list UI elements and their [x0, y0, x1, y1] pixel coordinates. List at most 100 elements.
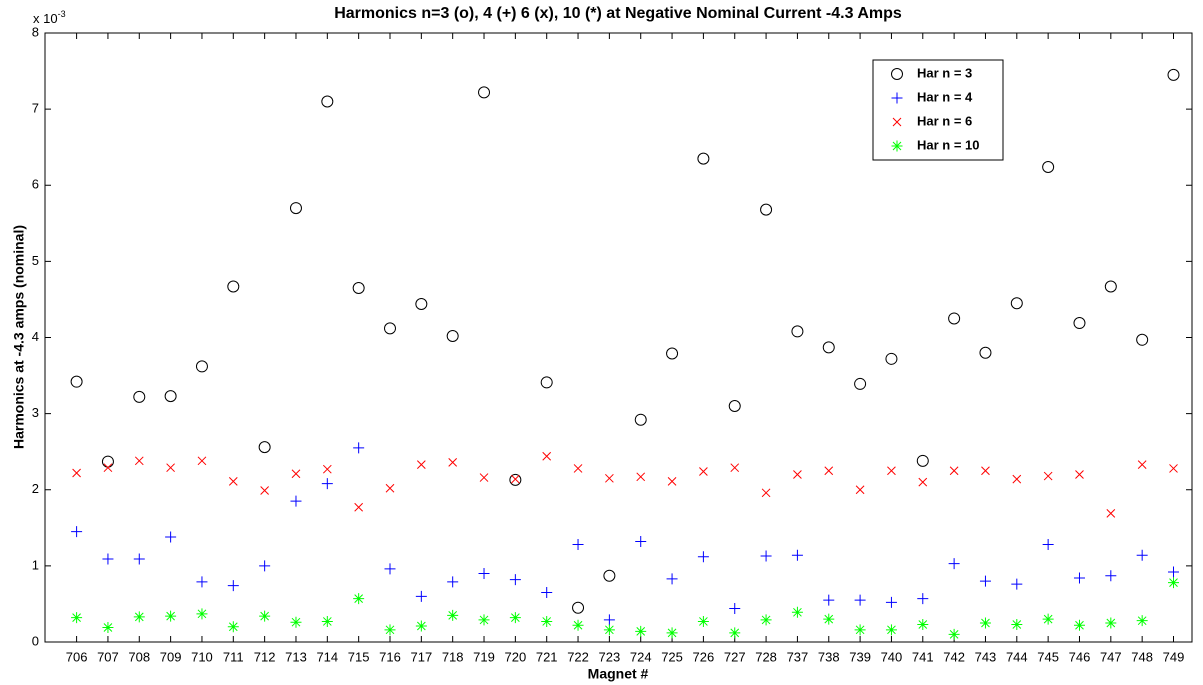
x-tick-label: 749	[1163, 649, 1185, 664]
x-tick-label: 708	[128, 649, 150, 664]
x-tick-label: 720	[505, 649, 527, 664]
x-tick-label: 740	[881, 649, 903, 664]
point	[1136, 333, 1149, 346]
x-tick-label: 712	[254, 649, 276, 664]
point	[791, 606, 803, 618]
legend-marker	[891, 92, 903, 104]
point	[823, 613, 835, 625]
x-tick-label: 747	[1100, 649, 1122, 664]
y-tick-label: 5	[32, 253, 39, 268]
point	[916, 454, 929, 467]
legend-marker	[891, 68, 903, 80]
point	[885, 596, 897, 608]
point	[823, 594, 835, 606]
y-axis-label: Harmonics at -4.3 amps (nominal)	[11, 225, 27, 449]
x-tick-label: 717	[410, 649, 432, 664]
point	[854, 377, 867, 390]
y-tick-label: 0	[32, 633, 39, 648]
point	[979, 346, 992, 359]
point	[634, 413, 647, 426]
point	[291, 469, 301, 479]
point	[1168, 566, 1179, 578]
point	[1042, 160, 1055, 173]
point	[353, 593, 365, 605]
x-tick-label: 745	[1037, 649, 1059, 664]
x-tick-label: 738	[818, 649, 840, 664]
point	[227, 280, 240, 293]
point	[1169, 464, 1178, 473]
legend-label: Har n = 3	[917, 65, 972, 80]
x-tick-label: 726	[693, 649, 715, 664]
x-tick-label: 723	[599, 649, 621, 664]
y-tick-label: 7	[32, 101, 39, 116]
point	[824, 466, 834, 476]
x-tick-label: 711	[223, 649, 244, 664]
point	[385, 483, 395, 493]
point	[72, 468, 81, 478]
y-tick-label: 3	[32, 405, 39, 420]
x-tick-label: 706	[66, 649, 88, 664]
point	[948, 312, 961, 325]
x-tick-label: 748	[1131, 649, 1153, 664]
point	[540, 376, 553, 389]
point	[478, 614, 490, 626]
point	[290, 616, 302, 628]
x-tick-label: 722	[567, 649, 589, 664]
point	[572, 619, 584, 631]
x-tick-label: 727	[724, 649, 746, 664]
point	[258, 441, 271, 454]
point	[511, 474, 520, 484]
point	[165, 531, 177, 543]
point	[918, 477, 928, 487]
point	[1104, 280, 1117, 293]
point	[542, 451, 552, 461]
point	[885, 352, 898, 365]
point	[729, 603, 741, 615]
x-tick-label: 724	[630, 649, 652, 664]
y-tick-label: 8	[32, 24, 39, 39]
point	[855, 485, 865, 495]
point	[1042, 539, 1054, 551]
point	[697, 152, 710, 165]
point	[260, 486, 269, 495]
point	[165, 610, 177, 622]
point	[259, 560, 271, 572]
point	[979, 617, 991, 629]
point	[605, 473, 614, 483]
point	[948, 628, 960, 640]
x-axis-label: Magnet #	[588, 666, 649, 682]
y-multiplier: x 10-3	[33, 9, 66, 26]
point	[447, 576, 459, 588]
point	[1105, 570, 1117, 582]
x-tick-label: 739	[849, 649, 871, 664]
x-tick-label: 744	[1006, 649, 1028, 664]
point	[1136, 615, 1148, 627]
point	[887, 466, 896, 476]
x-tick-label: 710	[191, 649, 213, 664]
point	[981, 466, 990, 476]
point	[133, 390, 146, 403]
point	[1011, 618, 1023, 630]
point	[102, 553, 114, 565]
point	[667, 477, 677, 486]
point	[71, 612, 83, 624]
x-tick-label: 709	[160, 649, 182, 664]
point	[666, 627, 678, 639]
point	[321, 615, 333, 627]
point	[572, 601, 585, 614]
x-tick-label: 715	[348, 649, 370, 664]
x-tick-label: 725	[661, 649, 683, 664]
legend-label: Har n = 4	[917, 89, 973, 104]
point	[384, 322, 396, 335]
point	[166, 463, 175, 473]
point	[730, 463, 740, 473]
point	[885, 624, 897, 636]
point	[446, 329, 459, 342]
point	[573, 464, 583, 473]
point	[791, 325, 804, 338]
point	[1168, 577, 1179, 589]
point	[353, 442, 365, 454]
x-tick-label: 714	[316, 649, 338, 664]
y-multiplier-base: x 10	[33, 11, 58, 26]
point	[948, 558, 960, 570]
